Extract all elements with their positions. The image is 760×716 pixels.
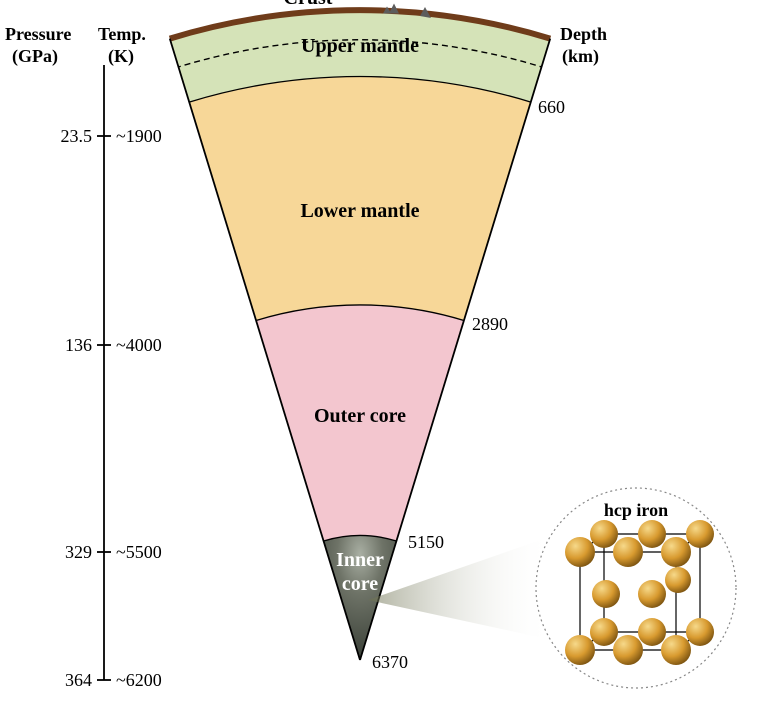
tick-pressure-2: 329 [65,542,92,562]
lower-mantle-label: Lower mantle [300,200,419,222]
tick-temp-3: ~6200 [116,670,162,690]
depth-0: 660 [538,97,565,117]
inner-core-label-2: core [342,573,378,595]
tick-pressure-0: 23.5 [61,126,93,146]
upper-mantle-label: Upper mantle [301,35,419,57]
inset-label: hcp iron [604,500,668,520]
depth-1: 2890 [472,314,508,334]
temp-axis-unit: (K) [108,46,134,67]
depth-axis-unit: (km) [562,46,599,67]
crust-label: Crust [284,0,333,9]
outer-core-label: Outer core [314,405,406,427]
tick-pressure-3: 364 [65,670,92,690]
axis-ticks: 23.5 ~1900 136 ~4000 329 ~5500 364 ~6200 [61,126,162,690]
pressure-axis-unit: (GPa) [12,46,58,67]
temp-axis-label: Temp. [98,24,146,44]
inner-core-label-1: Inner [336,549,384,571]
depth-3: 6370 [372,652,408,672]
pressure-axis-label: Pressure [5,24,71,44]
depth-axis-label: Depth [560,24,607,44]
tick-temp-2: ~5500 [116,542,162,562]
hcp-iron-inset: hcp iron [536,488,736,688]
tick-temp-1: ~4000 [116,335,162,355]
tick-temp-0: ~1900 [116,126,162,146]
earth-layers-diagram: Crust Upper mantle Lower mantle Outer co… [0,0,760,716]
pressure-temp-axis: Pressure (GPa) Temp. (K) 23.5 ~1900 136 … [5,24,162,690]
tick-pressure-1: 136 [65,335,92,355]
callout-beam [368,536,552,640]
depth-2: 5150 [408,532,444,552]
